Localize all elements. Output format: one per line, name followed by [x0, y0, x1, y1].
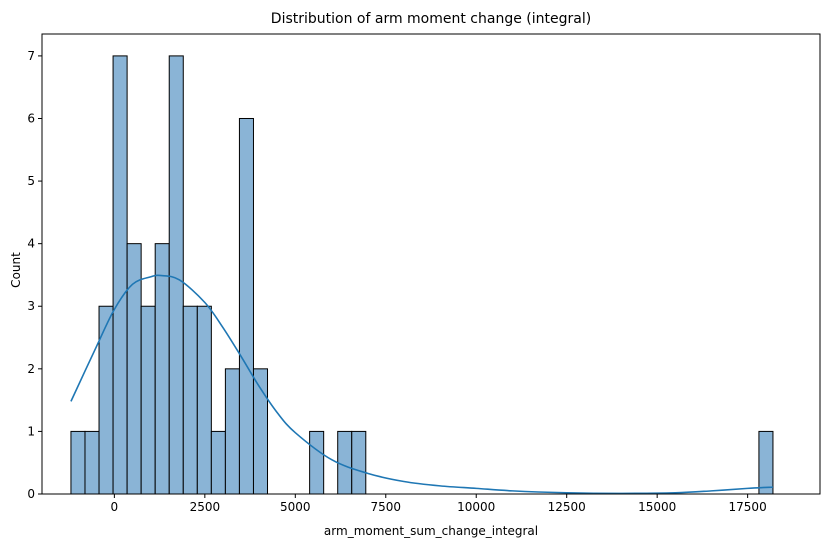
x-tick-label: 15000 [638, 500, 676, 514]
histogram-bar [70, 430, 86, 495]
histogram-bars [70, 55, 774, 495]
kde-curve [70, 274, 773, 495]
x-tick-label: 17500 [729, 500, 767, 514]
histogram-bar [112, 55, 128, 495]
y-tick-label: 1 [27, 424, 35, 438]
axes [41, 33, 821, 495]
x-tick-label: 7500 [370, 500, 401, 514]
histogram-bar [210, 430, 226, 495]
histogram-bar [309, 430, 325, 495]
histogram-bar [238, 117, 254, 495]
y-tick-label: 5 [27, 174, 35, 188]
y-tick-label: 0 [27, 487, 35, 501]
histogram-bar [196, 305, 212, 495]
y-tick-label: 4 [27, 237, 35, 251]
y-tick-label: 2 [27, 362, 35, 376]
histogram-bar [84, 430, 100, 495]
x-tick-label: 12500 [548, 500, 586, 514]
histogram-bar [98, 305, 114, 495]
y-tick-label: 7 [27, 49, 35, 63]
histogram-bar [337, 430, 353, 495]
x-tick-label: 10000 [457, 500, 495, 514]
histogram-bar [126, 243, 142, 495]
x-tick-label: 0 [111, 500, 119, 514]
histogram-bar [351, 430, 367, 495]
y-tick-label: 3 [27, 299, 35, 313]
plot-frame [41, 33, 821, 495]
x-axis-ticks: 0 2500 5000 7500 10000 12500 15000 17500 [111, 494, 767, 514]
y-tick-label: 6 [27, 111, 35, 125]
y-axis-ticks: 0 1 2 3 4 5 6 7 [27, 49, 42, 501]
y-axis-label: Count [9, 252, 23, 288]
histogram-bar [154, 243, 170, 495]
chart-title: Distribution of arm moment change (integ… [271, 11, 591, 27]
histogram-bar [140, 305, 156, 495]
x-tick-label: 2500 [190, 500, 221, 514]
x-axis-label: arm_moment_sum_change_integral [324, 524, 538, 538]
histogram-bar [182, 305, 198, 495]
histogram-bar [168, 55, 184, 495]
histogram-bar [758, 430, 774, 495]
x-tick-label: 5000 [280, 500, 311, 514]
histogram-bar [224, 368, 240, 495]
